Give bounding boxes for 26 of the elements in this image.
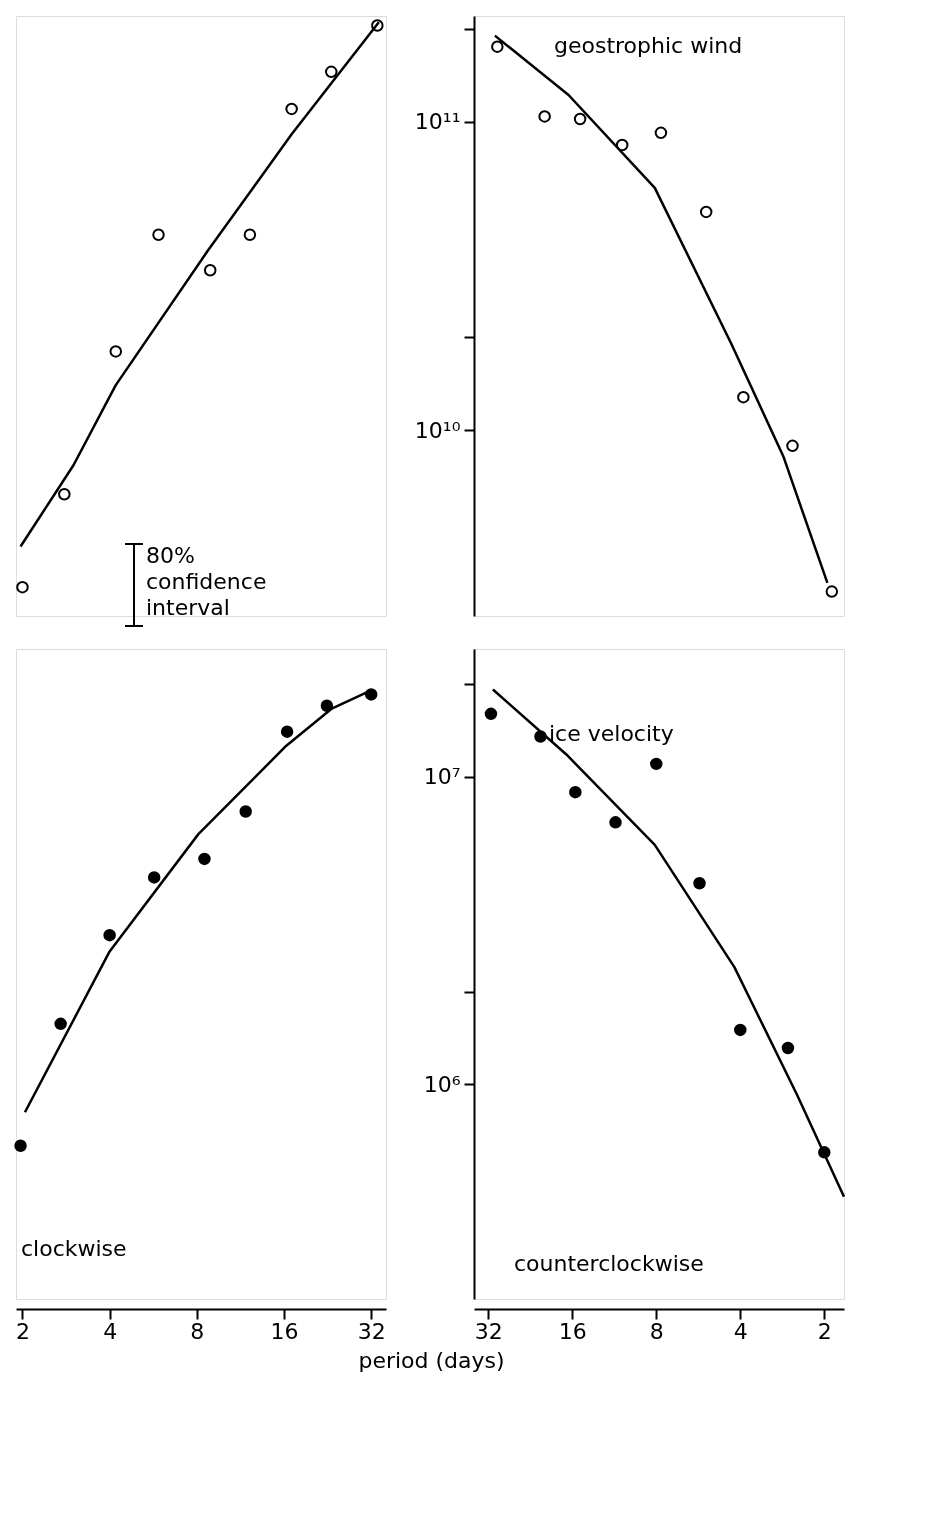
x-tick-label: 2 bbox=[15, 1318, 30, 1344]
annotation: ice velocity bbox=[549, 721, 674, 746]
y-tick-label: 10¹⁰ bbox=[414, 417, 461, 443]
x-tick-label: 8 bbox=[649, 1318, 664, 1344]
point bbox=[569, 785, 582, 799]
annotation: counterclockwise bbox=[514, 1251, 704, 1276]
annotation: clockwise bbox=[21, 1236, 127, 1261]
x-axis-title: period (days) bbox=[358, 1347, 505, 1373]
point bbox=[734, 1023, 747, 1037]
point bbox=[650, 757, 663, 771]
x-tick-label: 16 bbox=[270, 1318, 299, 1344]
y-tick-label: 10⁶ bbox=[423, 1071, 461, 1097]
point bbox=[693, 876, 706, 890]
x-tick-label: 4 bbox=[103, 1318, 118, 1344]
x-tick-label: 4 bbox=[733, 1318, 748, 1344]
y-tick-label: 10⁷ bbox=[423, 764, 461, 790]
x-tick-label: 32 bbox=[357, 1318, 386, 1344]
point bbox=[609, 816, 622, 829]
x-tick-label: 8 bbox=[190, 1318, 205, 1344]
x-tick-label: 32 bbox=[474, 1318, 503, 1344]
point bbox=[484, 707, 498, 721]
x-tick-label: 16 bbox=[558, 1318, 587, 1344]
annotation: geostrophic wind bbox=[554, 33, 743, 58]
y-tick-label: 10¹¹ bbox=[414, 109, 461, 135]
annotation: 80% confidence interval bbox=[146, 543, 267, 620]
x-tick-label: 2 bbox=[817, 1318, 832, 1344]
